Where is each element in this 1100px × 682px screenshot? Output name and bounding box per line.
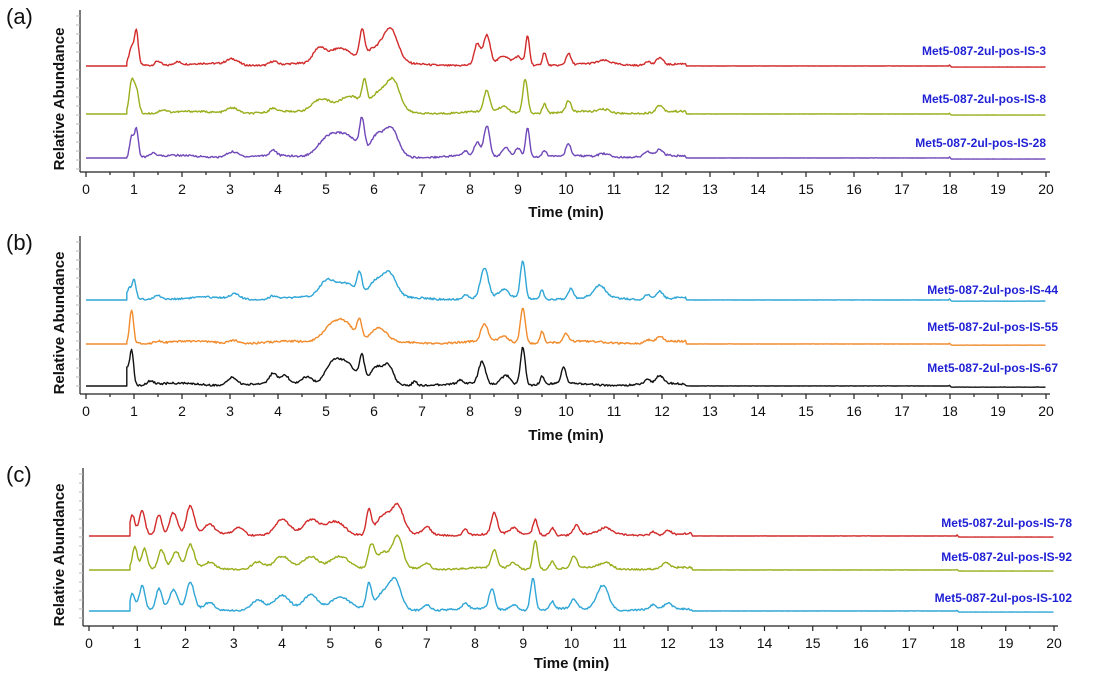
x-tick-label: 0 — [85, 635, 93, 651]
series-label: Met5-087-2ul-pos-IS-44 — [927, 283, 1058, 297]
x-tick-label: 0 — [82, 181, 90, 197]
x-tick-label: 14 — [757, 635, 773, 651]
series-line — [86, 346, 1046, 388]
x-tick-label: 18 — [950, 635, 966, 651]
x-tick-label: 4 — [278, 635, 286, 651]
x-tick-label: 4 — [274, 403, 282, 419]
x-tick-label: 8 — [466, 181, 474, 197]
series-label: Met5-087-2ul-pos-IS-3 — [922, 44, 1046, 58]
x-tick-label: 12 — [660, 635, 676, 651]
series-label: Met5-087-2ul-pos-IS-102 — [935, 591, 1073, 605]
x-tick-label: 7 — [418, 403, 426, 419]
x-tick-label: 10 — [558, 181, 574, 197]
x-tick-label: 16 — [846, 403, 862, 419]
x-tick-label: 7 — [418, 181, 426, 197]
x-tick-label: 3 — [226, 181, 234, 197]
x-tick-label: 5 — [322, 403, 330, 419]
x-tick-label: 11 — [612, 635, 627, 651]
x-tick-label: 13 — [708, 635, 724, 651]
x-tick-label: 15 — [798, 403, 814, 419]
x-tick-label: 13 — [702, 403, 718, 419]
x-tick-label: 17 — [894, 403, 910, 419]
x-tick-label: 5 — [326, 635, 334, 651]
series-line — [89, 502, 1054, 538]
x-tick-label: 6 — [370, 181, 378, 197]
x-tick-label: 15 — [805, 635, 821, 651]
x-tick-label: 9 — [514, 181, 522, 197]
series-label: Met5-087-2ul-pos-IS-67 — [927, 361, 1058, 375]
x-axis-label: Time (min) — [528, 204, 604, 221]
panel-letter: (b) — [6, 230, 33, 255]
series-label: Met5-087-2ul-pos-IS-28 — [915, 136, 1046, 150]
x-tick-label: 3 — [226, 403, 234, 419]
x-tick-label: 1 — [130, 181, 138, 197]
panel-letter: (c) — [6, 462, 32, 487]
series-line — [89, 576, 1054, 613]
x-tick-label: 14 — [750, 181, 766, 197]
x-tick-label: 6 — [375, 635, 383, 651]
x-tick-label: 16 — [853, 635, 869, 651]
panel-b: (b) Relative Abundance 0 1 2 3 4 5 6 7 8 9 10 11 12 13 1… — [0, 226, 1100, 452]
x-tick-label: 2 — [178, 403, 186, 419]
series-line — [86, 27, 1046, 68]
series-label: Met5-087-2ul-pos-IS-55 — [927, 320, 1058, 334]
x-tick-label: 12 — [654, 181, 670, 197]
x-tick-label: 20 — [1038, 181, 1054, 197]
x-tick-label: 19 — [998, 635, 1014, 651]
x-tick-label: 6 — [370, 403, 378, 419]
x-tick-label: 9 — [514, 403, 522, 419]
series-line — [86, 260, 1046, 302]
x-tick-label: 14 — [750, 403, 766, 419]
y-axis-label: Relative Abundance — [51, 484, 68, 627]
panel-letter: (a) — [6, 4, 33, 29]
series-line — [86, 116, 1046, 160]
x-tick-label: 10 — [564, 635, 580, 651]
y-axis-label: Relative Abundance — [51, 28, 68, 171]
x-tick-label: 5 — [322, 181, 330, 197]
x-tick-label: 17 — [901, 635, 917, 651]
panel-a: (a) Relative Abundance 0 1 2 3 4 5 6 7 8 9 10 11 12 13 1… — [0, 0, 1100, 226]
series-label: Met5-087-2ul-pos-IS-92 — [941, 550, 1072, 564]
x-tick-label: 20 — [1046, 635, 1062, 651]
x-tick-label: 7 — [423, 635, 431, 651]
x-axis-label: Time (min) — [534, 655, 610, 672]
series-line — [86, 307, 1046, 346]
x-tick-label: 20 — [1038, 403, 1054, 419]
panel-c: (c) Relative Abundance 0 1 2 3 4 5 6 7 8 9 10 11 12 13 1… — [0, 456, 1100, 682]
x-tick-label: 8 — [466, 403, 474, 419]
x-tick-label: 18 — [942, 403, 958, 419]
series-line — [89, 534, 1054, 572]
y-axis-label: Relative Abundance — [51, 252, 68, 395]
x-tick-label: 10 — [558, 403, 574, 419]
x-axis-label: Time (min) — [528, 427, 604, 444]
x-tick-label: 8 — [471, 635, 479, 651]
series-label: Met5-087-2ul-pos-IS-78 — [941, 516, 1072, 530]
series-label: Met5-087-2ul-pos-IS-8 — [922, 92, 1046, 106]
x-tick-label: 19 — [990, 181, 1006, 197]
x-tick-label: 1 — [130, 403, 138, 419]
x-tick-label: 16 — [846, 181, 862, 197]
x-tick-label: 18 — [942, 181, 958, 197]
x-tick-label: 9 — [519, 635, 527, 651]
x-tick-label: 2 — [178, 181, 186, 197]
x-tick-label: 4 — [274, 181, 282, 197]
x-tick-label: 11 — [607, 181, 622, 197]
x-tick-label: 17 — [894, 181, 910, 197]
x-tick-label: 19 — [990, 403, 1006, 419]
x-tick-label: 2 — [182, 635, 190, 651]
series-line — [86, 76, 1046, 116]
x-tick-label: 11 — [607, 403, 622, 419]
x-tick-label: 3 — [230, 635, 238, 651]
x-tick-label: 1 — [133, 635, 141, 651]
x-tick-label: 12 — [654, 403, 670, 419]
x-tick-label: 13 — [702, 181, 718, 197]
x-tick-label: 15 — [798, 181, 814, 197]
x-tick-label: 0 — [82, 403, 90, 419]
